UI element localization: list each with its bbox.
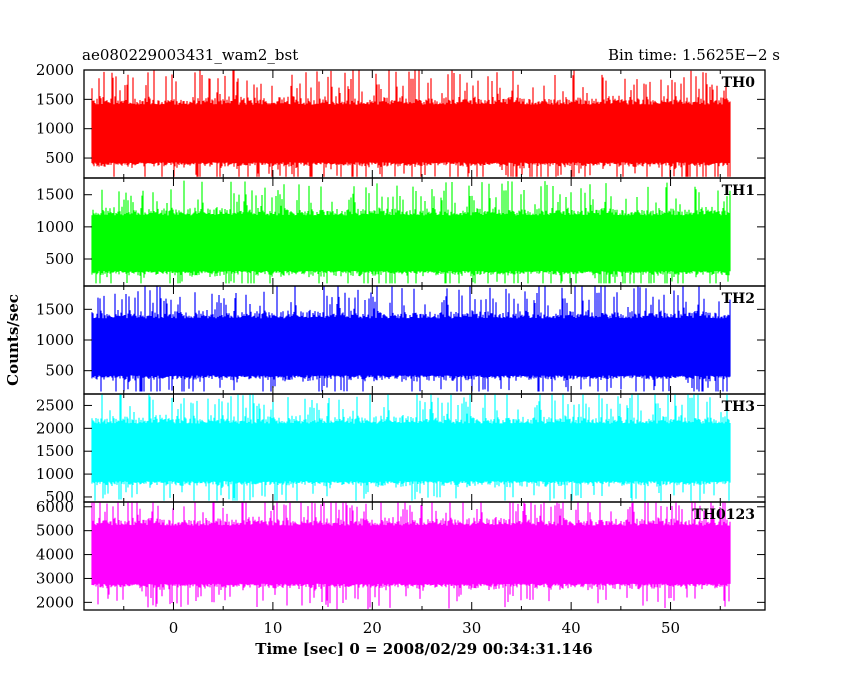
y-tick-label: 5000 [36, 522, 74, 540]
y-tick-label: 6000 [36, 498, 74, 516]
series-th2 [91, 286, 731, 392]
bin-time-label: Bin time: 1.5625E−2 s [608, 46, 780, 64]
panel-th0: 500 1000 1500 2000 TH0 [36, 61, 766, 179]
x-tick-label: 50 [661, 619, 680, 637]
y-tick-label: 500 [45, 362, 74, 380]
y-tick-label: 2000 [36, 593, 74, 611]
x-tick-label: 30 [462, 619, 481, 637]
panel-label: TH3 [722, 399, 755, 415]
x-tick-label: 10 [263, 619, 282, 637]
x-tick-label: 0 [169, 619, 179, 637]
panel-label: TH1 [722, 183, 755, 199]
y-tick-label: 2000 [36, 61, 74, 79]
y-tick-label: 1000 [36, 120, 74, 138]
panel-label: TH0123 [692, 507, 755, 523]
y-tick-label: 2000 [36, 419, 74, 437]
y-tick-label: 500 [45, 488, 74, 506]
series-th3 [91, 394, 731, 501]
y-tick-label: 500 [45, 149, 74, 167]
y-tick-label: 1000 [36, 465, 74, 483]
panel-th3: 500 1000 1500 2000 2500 TH3 [36, 393, 766, 506]
y-tick-label: 1000 [36, 331, 74, 349]
y-tick-label: 1500 [36, 300, 74, 318]
chart-title: ae080229003431_wam2_bst [82, 46, 298, 64]
y-tick-label: 1500 [36, 442, 74, 460]
panel-label: TH2 [722, 291, 755, 307]
y-tick-label: 1000 [36, 218, 74, 236]
x-tick-label: 40 [562, 619, 581, 637]
series-th0 [91, 70, 731, 177]
panel-th0123: 2000 3000 4000 5000 6000 TH0123 [36, 498, 766, 611]
y-tick-label: 2500 [36, 396, 74, 414]
y-tick-label: 1500 [36, 90, 74, 108]
series-th0123 [91, 502, 731, 610]
y-tick-label: 500 [45, 250, 74, 268]
y-tick-label: 4000 [36, 546, 74, 564]
y-tick-label: 3000 [36, 569, 74, 587]
panel-th2: 500 1000 1500 TH2 [36, 285, 766, 395]
panel-frame [83, 501, 766, 611]
y-axis-label: Counts/sec [4, 294, 22, 386]
panel-label: TH0 [722, 75, 756, 91]
x-tick-label: 20 [363, 619, 382, 637]
series-th1 [91, 180, 731, 284]
x-axis-label: Time [sec] 0 = 2008/02/29 00:34:31.146 [255, 640, 592, 658]
y-tick-label: 1500 [36, 186, 74, 204]
panel-th1: 500 1000 1500 TH1 [36, 177, 766, 287]
